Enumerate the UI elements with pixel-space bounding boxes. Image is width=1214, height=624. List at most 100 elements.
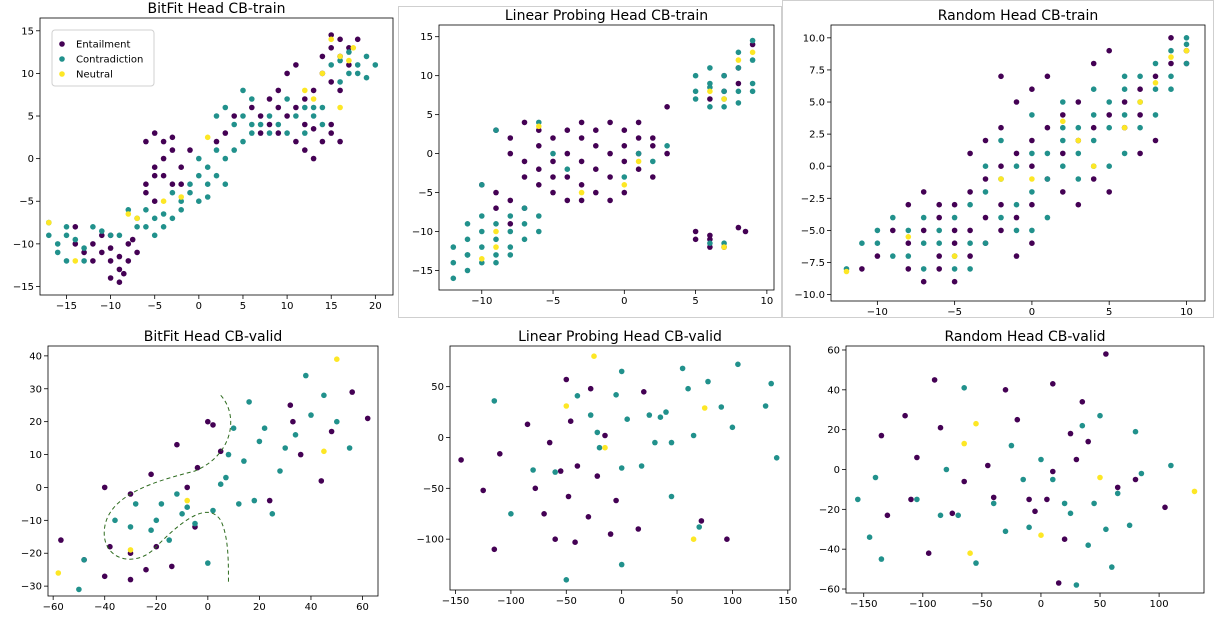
point-neutral: [961, 440, 967, 447]
point-contradiction: [749, 80, 756, 87]
point-neutral: [127, 547, 134, 553]
point-contradiction: [1008, 442, 1015, 449]
point-contradiction: [1137, 73, 1143, 80]
point-contradiction: [1060, 137, 1066, 144]
point-entailment: [1162, 504, 1168, 511]
point-contradiction: [707, 84, 713, 91]
y-tick-label: −20: [21, 549, 42, 560]
point-contradiction: [1138, 470, 1145, 477]
point-entailment: [578, 119, 585, 126]
point-entailment: [328, 79, 335, 85]
point-contradiction: [735, 100, 742, 106]
y-tick-label: −15: [412, 266, 433, 277]
point-contradiction: [735, 361, 741, 368]
point-entailment: [607, 119, 613, 126]
point-neutral: [536, 123, 542, 130]
point-contradiction: [169, 189, 176, 196]
point-entailment: [507, 135, 514, 141]
point-entailment: [607, 197, 613, 204]
point-entailment: [151, 198, 158, 204]
point-neutral: [998, 176, 1004, 182]
point-contradiction: [261, 425, 268, 431]
point-contradiction: [464, 236, 471, 243]
point-contradiction: [464, 221, 471, 227]
point-entailment: [936, 214, 942, 221]
point-contradiction: [196, 155, 202, 162]
point-neutral: [1168, 54, 1174, 60]
point-entailment: [1013, 253, 1020, 259]
point-contradiction: [222, 155, 229, 162]
point-entailment: [99, 232, 105, 239]
point-contradiction: [192, 520, 198, 527]
point-entailment: [284, 113, 290, 119]
point-entailment: [169, 563, 175, 570]
point-entailment: [319, 53, 326, 60]
x-tick-label: 5: [692, 296, 698, 307]
point-contradiction: [493, 236, 499, 243]
point-entailment: [1029, 201, 1035, 208]
y-tick-label: −100: [417, 535, 444, 546]
point-entailment: [160, 155, 167, 162]
point-entailment: [621, 143, 628, 149]
point-contradiction: [967, 240, 973, 246]
y-tick-label: 10: [29, 450, 42, 461]
point-entailment: [1055, 580, 1062, 586]
point-neutral: [350, 45, 357, 51]
x-tick-label: −150: [442, 596, 469, 607]
point-entailment: [664, 150, 670, 157]
point-neutral: [55, 570, 62, 576]
point-contradiction: [692, 72, 699, 79]
point-contradiction: [166, 537, 172, 543]
point-contradiction: [878, 556, 885, 562]
point-entailment: [724, 536, 730, 542]
point-neutral: [1097, 474, 1103, 481]
point-entailment: [1060, 150, 1066, 157]
point-contradiction: [657, 414, 664, 420]
point-contradiction: [1106, 99, 1112, 105]
point-contradiction: [213, 113, 220, 119]
point-contradiction: [213, 147, 220, 153]
point-entailment: [1168, 60, 1174, 67]
point-contradiction: [507, 213, 514, 219]
point-entailment: [151, 172, 158, 179]
point-contradiction: [1013, 163, 1020, 169]
point-neutral: [578, 189, 585, 196]
point-neutral: [337, 53, 343, 60]
point-contradiction: [81, 557, 87, 563]
point-entailment: [169, 134, 176, 141]
point-contradiction: [990, 500, 997, 507]
point-entailment: [874, 253, 881, 259]
point-entailment: [160, 138, 167, 145]
point-entailment: [293, 104, 299, 111]
point-entailment: [635, 526, 642, 532]
point-entailment: [349, 389, 356, 395]
point-contradiction: [507, 228, 514, 235]
point-entailment: [121, 270, 127, 277]
point-contradiction: [936, 227, 942, 234]
point-contradiction: [1085, 542, 1091, 548]
point-contradiction: [951, 214, 958, 221]
point-contradiction: [81, 245, 87, 251]
point-contradiction: [1168, 86, 1174, 92]
x-tick-label: −50: [971, 599, 992, 610]
point-contradiction: [132, 501, 139, 507]
point-contradiction: [334, 418, 340, 425]
point-entailment: [707, 96, 713, 102]
point-entailment: [936, 201, 942, 208]
point-entailment: [257, 113, 264, 119]
point-entailment: [160, 172, 167, 179]
point-entailment: [982, 214, 989, 221]
scatter-chart: Random Head CB-train −10 −5 0 5 10 −10.0 −7.5 −5…: [794, 8, 1206, 318]
point-contradiction: [464, 252, 471, 258]
x-tick-label: 5: [240, 301, 246, 312]
point-contradiction: [450, 244, 457, 250]
scatter-chart: Random Head CB-valid −150 −100 −50 0 50 100 −60…: [819, 329, 1205, 610]
point-contradiction: [184, 504, 190, 510]
point-entailment: [284, 70, 290, 77]
point-contradiction: [521, 205, 528, 211]
point-entailment: [107, 258, 114, 264]
point-entailment: [552, 536, 558, 542]
point-entailment: [550, 174, 556, 180]
point-entailment: [143, 189, 149, 196]
point-contradiction: [749, 57, 756, 63]
